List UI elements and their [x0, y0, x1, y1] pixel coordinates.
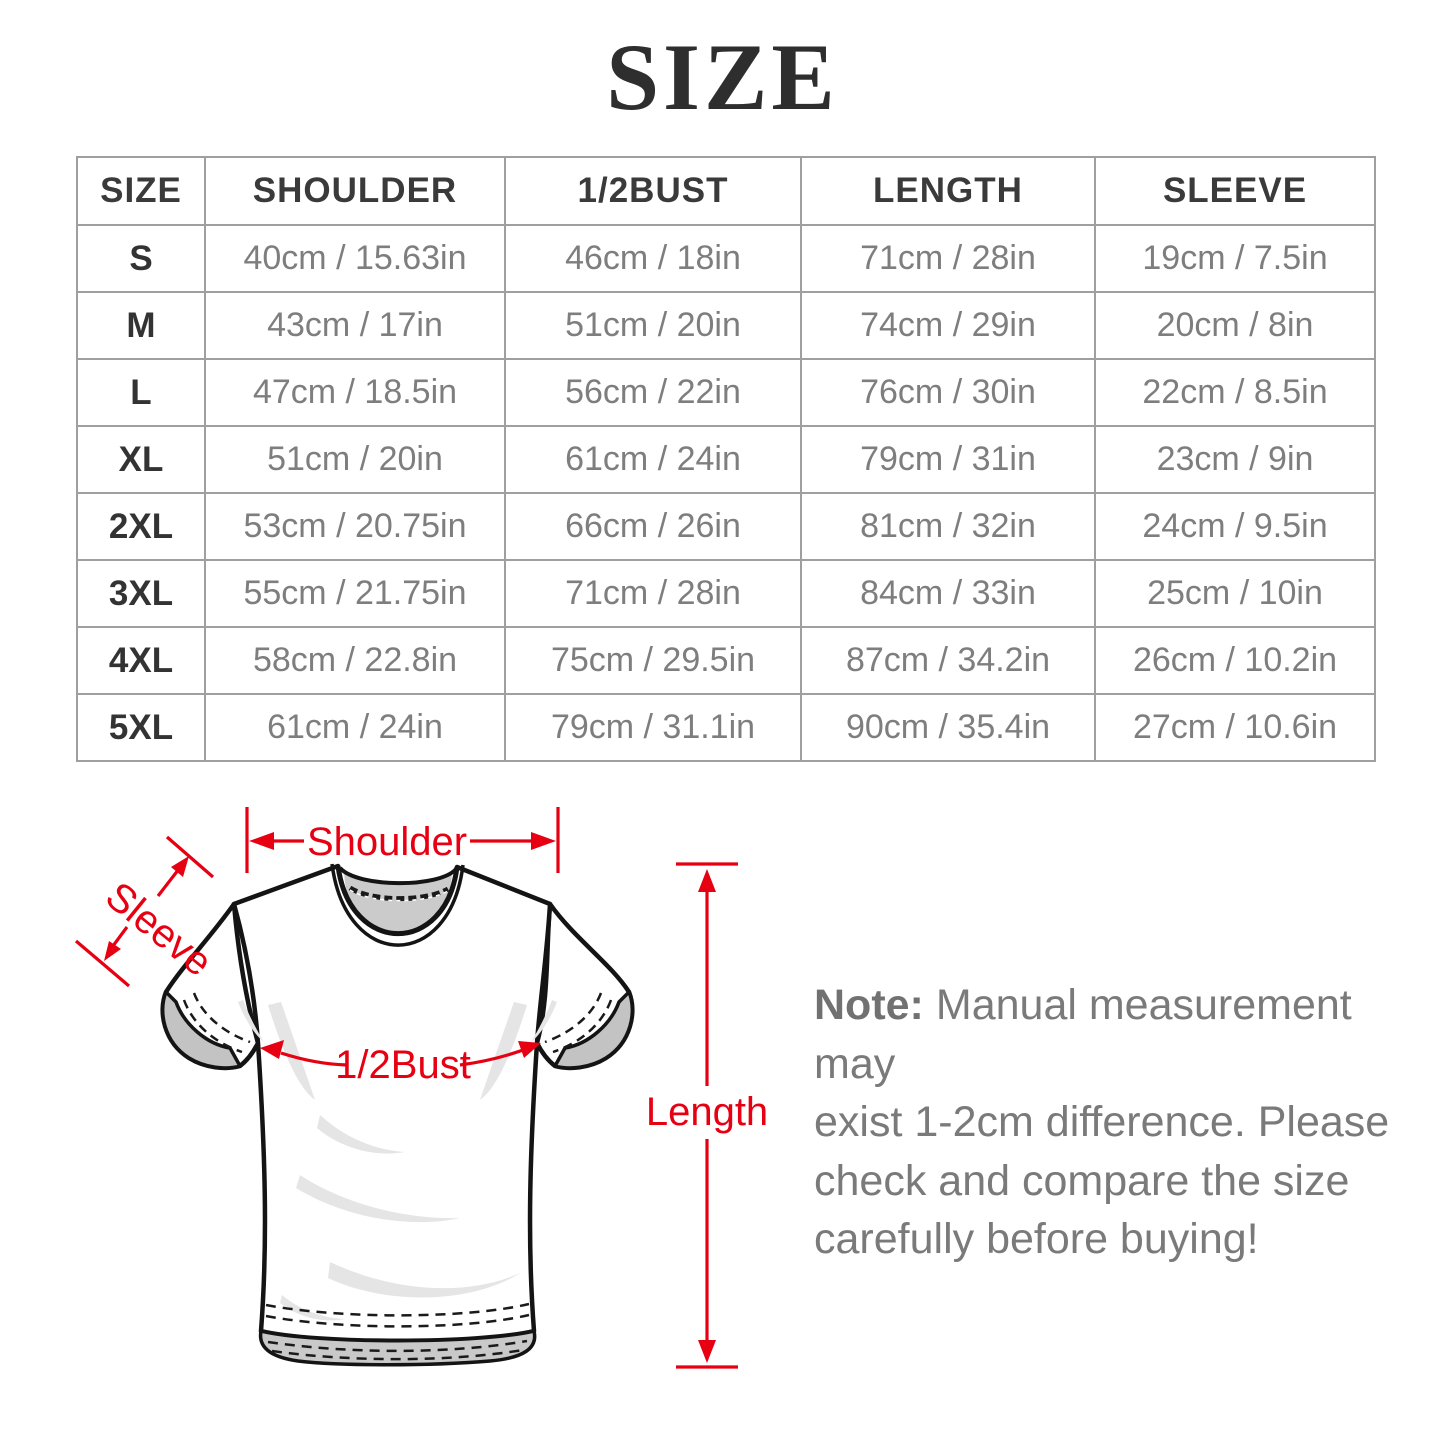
table-row: 3XL 55cm / 21.75in 71cm / 28in 84cm / 33…	[76, 559, 1376, 628]
tshirt-collar	[330, 863, 465, 947]
table-cell: 66cm / 26in	[504, 492, 802, 561]
table-cell: 75cm / 29.5in	[504, 626, 802, 695]
table-cell: 53cm / 20.75in	[204, 492, 506, 561]
measurement-annotations	[74, 807, 738, 1369]
table-cell: 58cm / 22.8in	[204, 626, 506, 695]
table-cell: 79cm / 31.1in	[504, 693, 802, 762]
table-cell: 84cm / 33in	[800, 559, 1096, 628]
table-cell: 51cm / 20in	[504, 291, 802, 360]
hem-band	[258, 1329, 537, 1367]
size-table: SIZE SHOULDER 1/2BUST LENGTH SLEEVE S 40…	[76, 156, 1376, 762]
wrinkle-shading	[238, 1000, 557, 1321]
note-line: check and compare the size	[814, 1156, 1350, 1205]
table-cell: 90cm / 35.4in	[800, 693, 1096, 762]
table-cell: 27cm / 10.6in	[1094, 693, 1376, 762]
table-cell: 40cm / 15.63in	[204, 224, 506, 293]
sleeve-label: Sleeve	[97, 874, 220, 985]
table-cell: 5XL	[76, 693, 206, 762]
table-cell: 24cm / 9.5in	[1094, 492, 1376, 561]
table-cell: 87cm / 34.2in	[800, 626, 1096, 695]
table-cell: 2XL	[76, 492, 206, 561]
table-cell: 3XL	[76, 559, 206, 628]
table-cell: XL	[76, 425, 206, 494]
header-shoulder: SHOULDER	[204, 156, 506, 226]
note-block: Note: Manual measurement may exist 1-2cm …	[814, 976, 1404, 1269]
table-cell: 71cm / 28in	[504, 559, 802, 628]
table-cell: 23cm / 9in	[1094, 425, 1376, 494]
table-cell: 26cm / 10.2in	[1094, 626, 1376, 695]
header-size: SIZE	[76, 156, 206, 226]
table-row: S 40cm / 15.63in 46cm / 18in 71cm / 28in…	[76, 224, 1376, 293]
table-row: XL 51cm / 20in 61cm / 24in 79cm / 31in 2…	[76, 425, 1376, 494]
table-cell: 43cm / 17in	[204, 291, 506, 360]
table-cell: 19cm / 7.5in	[1094, 224, 1376, 293]
table-row: 4XL 58cm / 22.8in 75cm / 29.5in 87cm / 3…	[76, 626, 1376, 695]
table-cell: 47cm / 18.5in	[204, 358, 506, 427]
table-header-row: SIZE SHOULDER 1/2BUST LENGTH SLEEVE	[76, 156, 1376, 226]
note-line: exist 1-2cm difference. Please	[814, 1098, 1390, 1146]
length-arrow	[676, 862, 738, 1369]
note-label: Note:	[814, 981, 924, 1029]
tshirt-body	[231, 863, 557, 1367]
table-cell: 79cm / 31in	[800, 425, 1096, 494]
table-row: 5XL 61cm / 24in 79cm / 31.1in 90cm / 35.…	[76, 693, 1376, 762]
table-cell: 22cm / 8.5in	[1094, 358, 1376, 427]
table-row: L 47cm / 18.5in 56cm / 22in 76cm / 30in …	[76, 358, 1376, 427]
table-cell: 61cm / 24in	[504, 425, 802, 494]
table-cell: 25cm / 10in	[1094, 559, 1376, 628]
note-line: Note: Manual measurement may	[814, 976, 1404, 1093]
table-cell: M	[76, 291, 206, 360]
table-cell: 76cm / 30in	[800, 358, 1096, 427]
sleeve-arrow	[74, 835, 215, 988]
table-row: M 43cm / 17in 51cm / 20in 74cm / 29in 20…	[76, 291, 1376, 360]
table-cell: 71cm / 28in	[800, 224, 1096, 293]
table-cell: 81cm / 32in	[800, 492, 1096, 561]
table-cell: 51cm / 20in	[204, 425, 506, 494]
header-bust: 1/2BUST	[504, 156, 802, 226]
bust-arrow	[260, 1040, 541, 1067]
table-cell: 55cm / 21.75in	[204, 559, 506, 628]
tshirt-left-sleeve	[160, 901, 261, 1071]
bust-label: 1/2Bust	[335, 1043, 471, 1087]
table-cell: 46cm / 18in	[504, 224, 802, 293]
header-sleeve: SLEEVE	[1094, 156, 1376, 226]
note-line: carefully before buying!	[814, 1215, 1259, 1263]
table-row: 2XL 53cm / 20.75in 66cm / 26in 81cm / 32…	[76, 492, 1376, 561]
length-label: Length	[646, 1090, 768, 1134]
shoulder-label: Shoulder	[307, 820, 467, 864]
header-length: LENGTH	[800, 156, 1096, 226]
tshirt-right-sleeve	[534, 901, 635, 1071]
shoulder-arrow	[245, 807, 560, 873]
table-cell: 4XL	[76, 626, 206, 695]
page-title: SIZE	[606, 24, 839, 130]
table-cell: 56cm / 22in	[504, 358, 802, 427]
table-cell: L	[76, 358, 206, 427]
table-cell: 74cm / 29in	[800, 291, 1096, 360]
note-text: Manual measurement may	[814, 981, 1352, 1088]
table-cell: S	[76, 224, 206, 293]
table-cell: 20cm / 8in	[1094, 291, 1376, 360]
table-cell: 61cm / 24in	[204, 693, 506, 762]
